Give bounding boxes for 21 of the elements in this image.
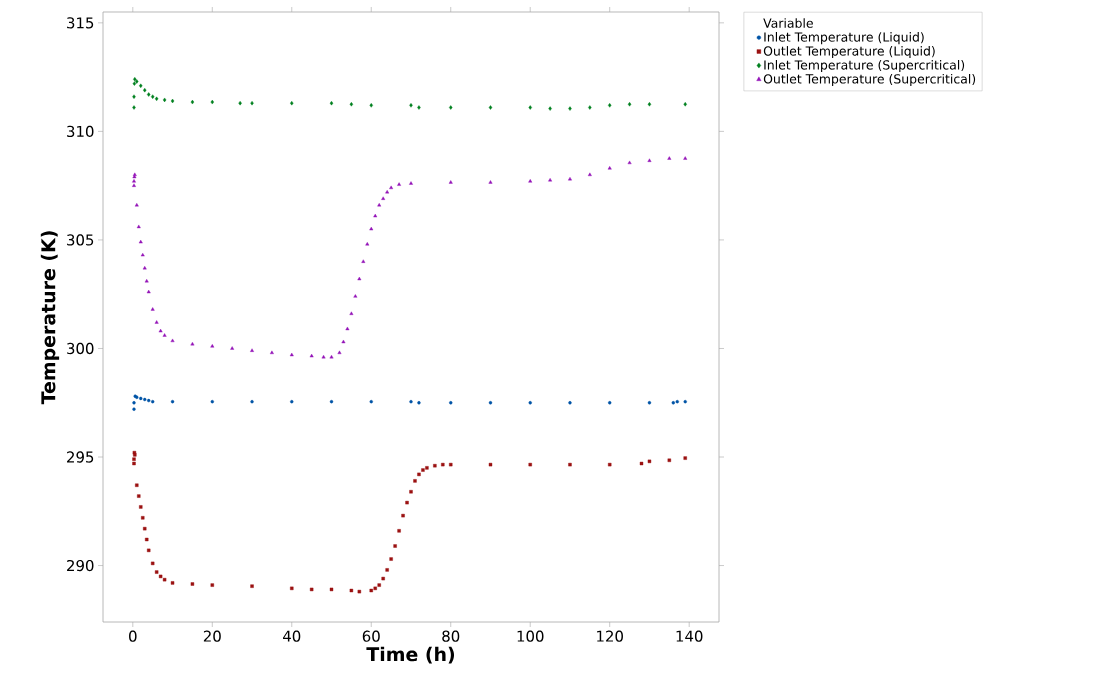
legend-label: Inlet Temperature (Liquid) bbox=[764, 32, 924, 45]
y-tick-label: 295 bbox=[67, 451, 94, 463]
x-tick-label: 60 bbox=[362, 630, 380, 642]
x-tick-label: 40 bbox=[283, 630, 301, 642]
x-tick-label: 20 bbox=[203, 630, 221, 642]
x-axis-title: Time (h) bbox=[366, 646, 455, 664]
x-tick-label: 100 bbox=[517, 630, 544, 642]
legend-label: Outlet Temperature (Supercritical) bbox=[763, 73, 976, 86]
x-tick-label: 80 bbox=[442, 630, 460, 642]
y-tick-label: 315 bbox=[67, 17, 94, 29]
y-tick-label: 310 bbox=[67, 125, 94, 138]
x-tick-label: 120 bbox=[597, 630, 623, 642]
legend-label: Inlet Temperature (Supercritical) bbox=[764, 60, 965, 73]
legend-label: Outlet Temperature (Liquid) bbox=[763, 46, 935, 59]
x-tick-label: 0 bbox=[129, 630, 137, 642]
x-tick-label: 140 bbox=[676, 630, 703, 642]
y-tick-label: 305 bbox=[67, 234, 94, 246]
y-axis-title: Temperature (K) bbox=[40, 231, 60, 405]
y-tick-label: 290 bbox=[67, 559, 94, 572]
legend-title: Variable bbox=[763, 18, 813, 28]
y-tick-label: 300 bbox=[67, 342, 94, 355]
